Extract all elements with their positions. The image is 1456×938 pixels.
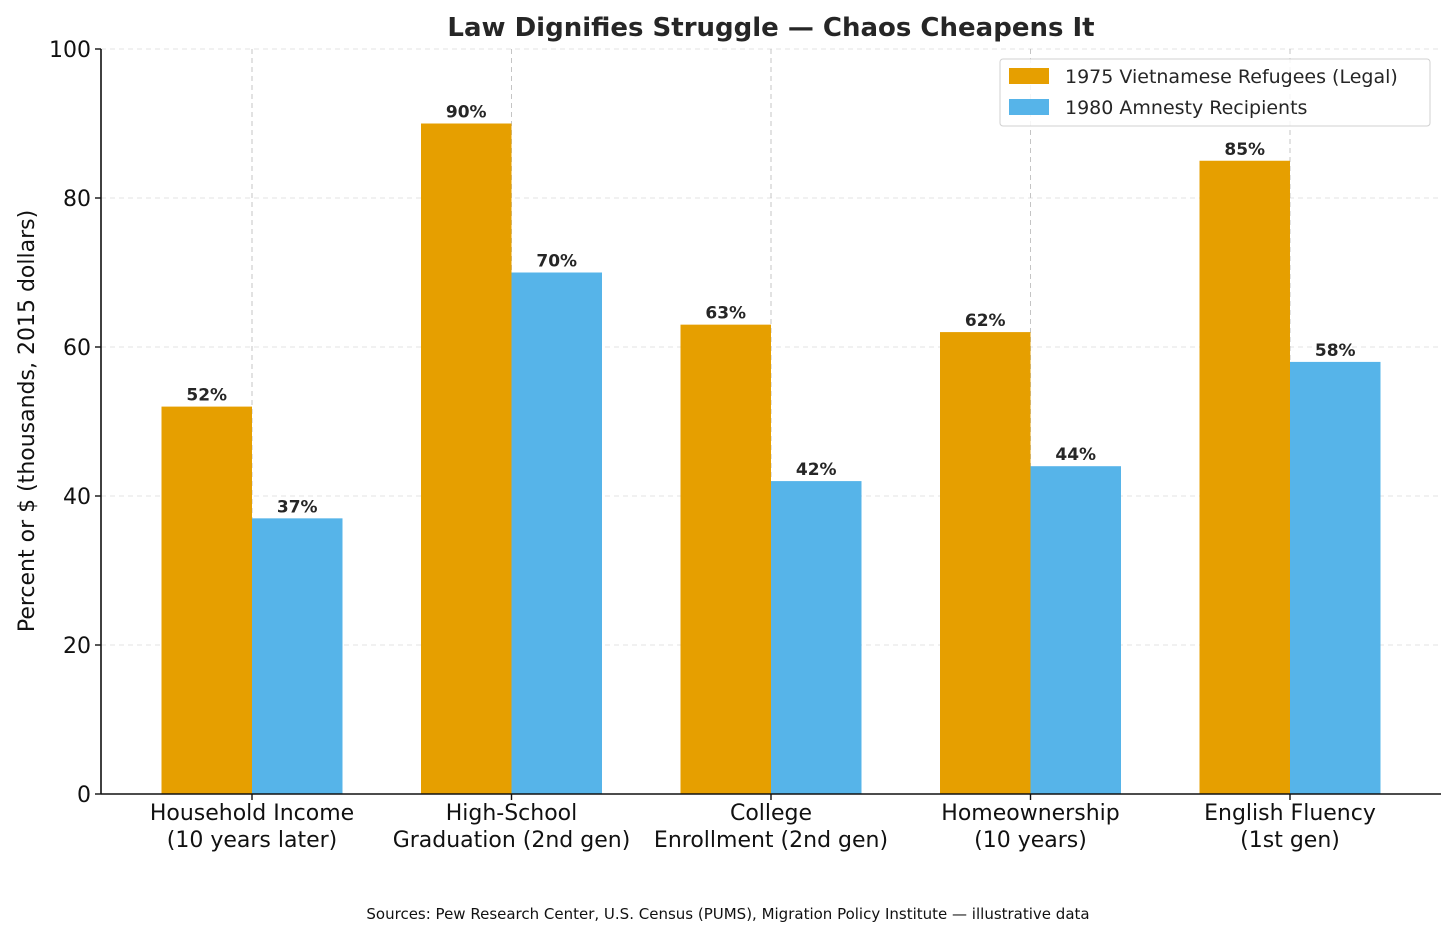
bar-refugees-1: [421, 123, 512, 794]
source-footnote: Sources: Pew Research Center, U.S. Censu…: [366, 905, 1089, 923]
data-label-amnesty-4: 58%: [1315, 341, 1356, 361]
x-tick-label-0-line-1: (10 years later): [167, 828, 338, 853]
data-label-refugees-0: 52%: [186, 386, 227, 406]
x-tick-label-3-line-1: (10 years): [974, 828, 1087, 853]
y-tick-label-40: 40: [63, 485, 91, 510]
data-label-amnesty-1: 70%: [536, 252, 577, 272]
x-tick-label-2-line-1: Enrollment (2nd gen): [654, 828, 888, 853]
y-tick-label-20: 20: [63, 634, 91, 659]
data-label-amnesty-3: 44%: [1055, 445, 1096, 465]
x-tick-label-2: College Enrollment (2nd gen): [654, 801, 888, 853]
data-label-refugees-2: 63%: [705, 304, 746, 324]
x-tick-label-2-line-0: College: [730, 801, 812, 826]
bar-amnesty-1: [511, 272, 602, 794]
legend-swatch-amnesty: [1009, 99, 1049, 115]
data-labels: 52% 90% 63% 62% 85% 37% 70% 42% 44% 58%: [186, 103, 1355, 518]
legend-label-amnesty: 1980 Amnesty Recipients: [1065, 97, 1307, 119]
y-axis-label: Percent or $ (thousands, 2015 dollars): [15, 210, 40, 632]
bar-amnesty-3: [1030, 466, 1121, 794]
x-tick-label-1: High-School Graduation (2nd gen): [393, 801, 631, 853]
x-tick-label-0: Household Income (10 years later): [150, 801, 354, 853]
y-tick-label-100: 100: [49, 38, 91, 63]
data-label-amnesty-2: 42%: [796, 460, 837, 480]
bar-amnesty-2: [771, 481, 862, 794]
y-tick-label-0: 0: [77, 783, 91, 808]
x-tick-label-1-line-0: High-School: [446, 801, 578, 826]
y-tick-label-60: 60: [63, 336, 91, 361]
data-label-refugees-1: 90%: [446, 103, 487, 123]
bar-amnesty-0: [252, 518, 343, 794]
data-label-amnesty-0: 37%: [277, 497, 318, 517]
data-label-refugees-3: 62%: [965, 311, 1006, 331]
legend: 1975 Vietnamese Refugees (Legal) 1980 Am…: [999, 58, 1431, 127]
x-tick-label-0-line-0: Household Income: [150, 801, 354, 826]
data-label-refugees-4: 85%: [1224, 140, 1265, 160]
bar-refugees-2: [680, 324, 771, 794]
bars: [161, 123, 1381, 794]
bar-amnesty-4: [1290, 361, 1381, 794]
x-tick-label-3-line-0: Homeownership: [941, 801, 1119, 826]
x-tick-label-4: English Fluency (1st gen): [1204, 801, 1376, 853]
bar-refugees-3: [940, 332, 1031, 794]
bar-refugees-0: [161, 406, 252, 794]
x-tick-label-4-line-0: English Fluency: [1204, 801, 1376, 826]
legend-label-refugees: 1975 Vietnamese Refugees (Legal): [1065, 66, 1398, 88]
y-tick-label-80: 80: [63, 187, 91, 212]
chart-title: Law Dignifies Struggle — Chaos Cheapens …: [447, 13, 1094, 43]
x-tick-label-4-line-1: (1st gen): [1240, 828, 1340, 853]
bar-refugees-4: [1199, 160, 1290, 794]
legend-swatch-refugees: [1009, 68, 1049, 84]
x-tick-label-3: Homeownership (10 years): [941, 801, 1119, 853]
x-tick-label-1-line-1: Graduation (2nd gen): [393, 828, 631, 853]
legend-frame: [999, 58, 1431, 127]
axes: 0 20 40 60 80 100 Household Income (10 years la…: [49, 38, 1441, 853]
